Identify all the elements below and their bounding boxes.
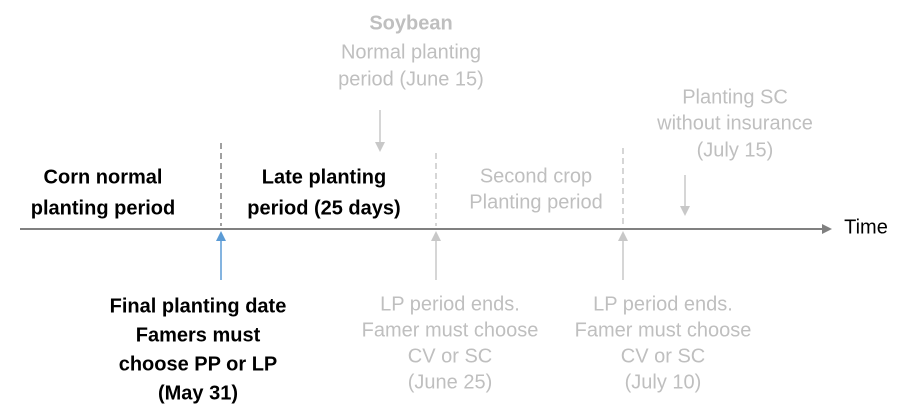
event-label: LP period ends. <box>380 293 520 315</box>
event-label: Normal planting <box>341 41 481 63</box>
event-label: CV or SC <box>621 345 705 367</box>
period-label: Second crop <box>480 165 592 187</box>
event-label: LP period ends. <box>593 293 733 315</box>
event-label: (July 15) <box>697 139 774 161</box>
axis-label: Time <box>844 216 888 238</box>
period-label: planting period <box>31 197 175 219</box>
event-label: (July 10) <box>625 371 702 393</box>
event-label: (May 31) <box>158 382 238 404</box>
event-label: Final planting date <box>110 295 287 317</box>
event-label: choose PP or LP <box>119 353 278 375</box>
event-label: Famer must choose <box>362 319 539 341</box>
event-label: Planting SC <box>682 86 788 108</box>
event-label: period (June 15) <box>338 68 484 90</box>
period-label: Late planting <box>262 166 386 188</box>
event-label: CV or SC <box>408 345 492 367</box>
event-label: Famers must <box>136 324 261 346</box>
period-label: period (25 days) <box>247 197 400 219</box>
event-label: without insurance <box>656 112 813 134</box>
event-label: Soybean <box>369 12 452 34</box>
period-label: Planting period <box>469 191 602 213</box>
event-label: Famer must choose <box>575 319 752 341</box>
event-label: (June 25) <box>408 371 493 393</box>
period-label: Corn normal <box>44 166 163 188</box>
